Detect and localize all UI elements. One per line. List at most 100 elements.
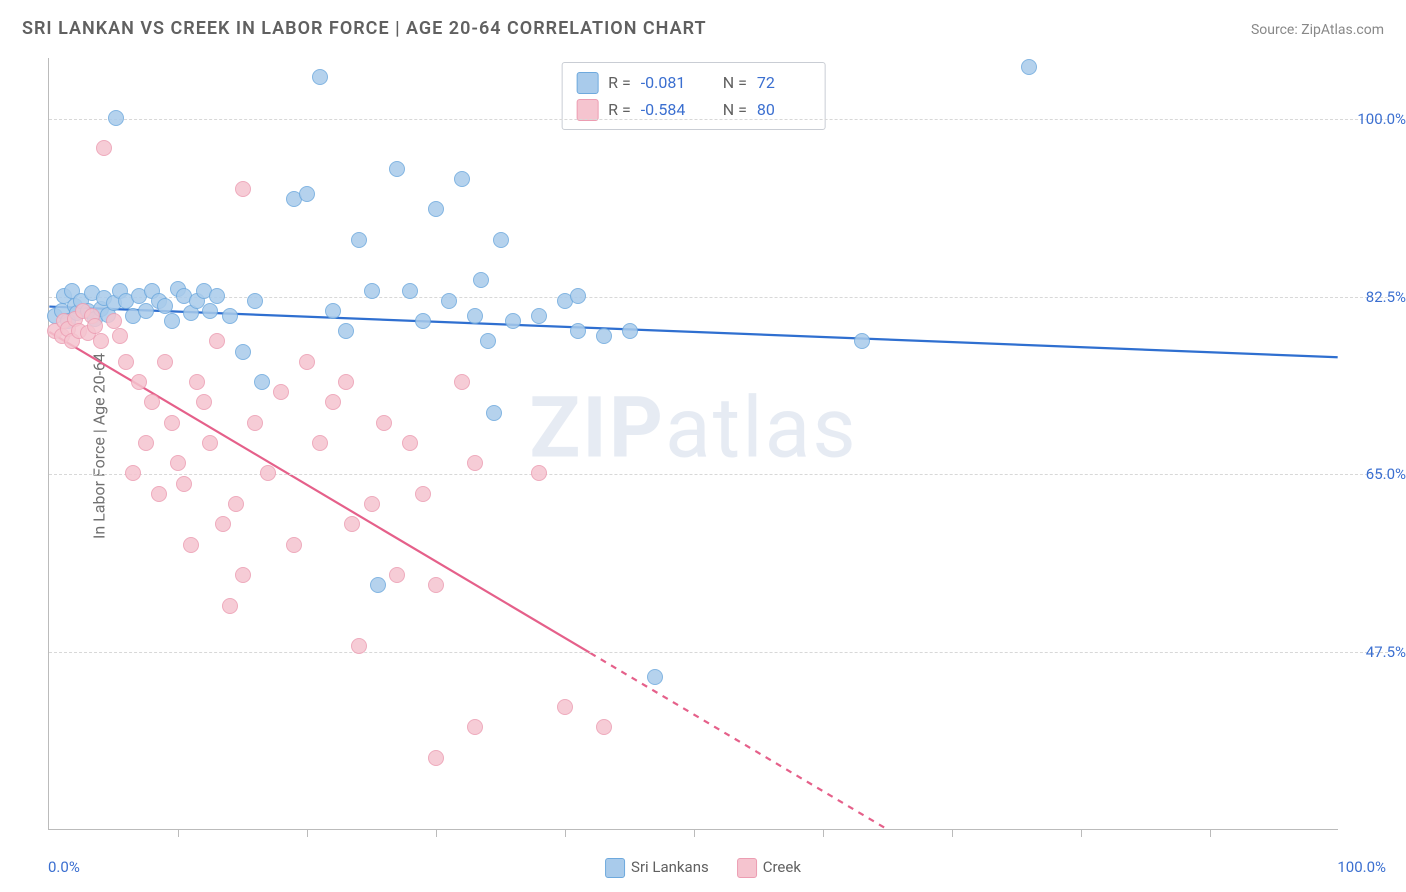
scatter-point [351, 232, 367, 248]
x-tick [1210, 829, 1211, 837]
scatter-point [151, 486, 167, 502]
scatter-point [351, 638, 367, 654]
scatter-point [235, 344, 251, 360]
scatter-point [370, 577, 386, 593]
scatter-point [164, 313, 180, 329]
scatter-point [125, 465, 141, 481]
scatter-point [480, 333, 496, 349]
scatter-point [176, 476, 192, 492]
scatter-point [486, 405, 502, 421]
scatter-point [389, 567, 405, 583]
scatter-point [222, 598, 238, 614]
y-tick-label: 47.5% [1366, 643, 1406, 661]
scatter-point [376, 415, 392, 431]
scatter-point [118, 354, 134, 370]
scatter-point [454, 171, 470, 187]
scatter-point [247, 293, 263, 309]
scatter-point [415, 313, 431, 329]
chart-title: SRI LANKAN VS CREEK IN LABOR FORCE | AGE… [22, 18, 707, 39]
scatter-point [570, 288, 586, 304]
scatter-point [247, 415, 263, 431]
source-link[interactable]: ZipAtlas.com [1301, 22, 1384, 38]
scatter-point [96, 140, 112, 156]
scatter-point [170, 455, 186, 471]
scatter-point [402, 435, 418, 451]
scatter-point [467, 308, 483, 324]
scatter-point [215, 516, 231, 532]
scatter-point [854, 333, 870, 349]
scatter-point [260, 465, 276, 481]
scatter-point [202, 435, 218, 451]
scatter-point [183, 537, 199, 553]
scatter-point [557, 699, 573, 715]
x-tick [694, 829, 695, 837]
legend-swatch [576, 72, 598, 94]
scatter-point [467, 719, 483, 735]
scatter-point [454, 374, 470, 390]
scatter-point [299, 186, 315, 202]
trend-lines-layer [49, 58, 1338, 829]
scatter-point [131, 374, 147, 390]
y-tick-label: 65.0% [1366, 465, 1406, 483]
legend-swatch [576, 99, 598, 121]
scatter-point [312, 435, 328, 451]
watermark-atlas: atlas [665, 379, 858, 478]
x-tick [565, 829, 566, 837]
correlation-legend-row: R = -0.081 N = 72 [576, 69, 811, 96]
source-attribution: Source: ZipAtlas.com [1251, 22, 1384, 38]
scatter-point [286, 537, 302, 553]
scatter-point [144, 394, 160, 410]
scatter-point [647, 669, 663, 685]
trend-line [590, 653, 886, 829]
scatter-point [428, 750, 444, 766]
plot-area: ZIPatlas R = -0.081 N = 72R = -0.584 N =… [48, 58, 1338, 830]
x-axis-end-label: 100.0% [1337, 858, 1386, 876]
scatter-point [222, 308, 238, 324]
legend-n-value: 72 [757, 69, 811, 96]
scatter-point [531, 308, 547, 324]
scatter-point [106, 313, 122, 329]
scatter-point [364, 496, 380, 512]
chart-container: SRI LANKAN VS CREEK IN LABOR FORCE | AGE… [0, 0, 1406, 892]
series-legend: Sri LankansCreek [605, 858, 801, 878]
watermark: ZIPatlas [529, 379, 857, 478]
scatter-point [473, 272, 489, 288]
y-tick-label: 100.0% [1357, 110, 1406, 128]
gridline-h [49, 119, 1388, 120]
scatter-point [299, 354, 315, 370]
scatter-point [87, 318, 103, 334]
x-tick [178, 829, 179, 837]
scatter-point [93, 333, 109, 349]
scatter-point [209, 333, 225, 349]
watermark-zip: ZIP [529, 379, 665, 478]
scatter-point [157, 298, 173, 314]
scatter-point [164, 415, 180, 431]
x-tick [823, 829, 824, 837]
y-tick-label: 82.5% [1366, 288, 1406, 306]
legend-r-label: R = [608, 69, 631, 96]
scatter-point [505, 313, 521, 329]
series-name: Sri Lankans [631, 858, 709, 876]
gridline-h [49, 474, 1388, 475]
scatter-point [570, 323, 586, 339]
legend-swatch [737, 858, 757, 878]
series-legend-item: Sri Lankans [605, 858, 709, 878]
scatter-point [189, 374, 205, 390]
scatter-point [157, 354, 173, 370]
correlation-legend: R = -0.081 N = 72R = -0.584 N = 80 [561, 62, 826, 130]
scatter-point [467, 455, 483, 471]
x-axis-start-label: 0.0% [48, 858, 80, 876]
scatter-point [1021, 59, 1037, 75]
scatter-point [196, 394, 212, 410]
scatter-point [235, 181, 251, 197]
gridline-h [49, 652, 1388, 653]
scatter-point [209, 288, 225, 304]
source-prefix: Source: [1251, 22, 1301, 38]
legend-r-value: -0.081 [641, 69, 695, 96]
x-tick [307, 829, 308, 837]
scatter-point [531, 465, 547, 481]
scatter-point [596, 328, 612, 344]
scatter-point [402, 283, 418, 299]
scatter-point [108, 110, 124, 126]
scatter-point [338, 374, 354, 390]
